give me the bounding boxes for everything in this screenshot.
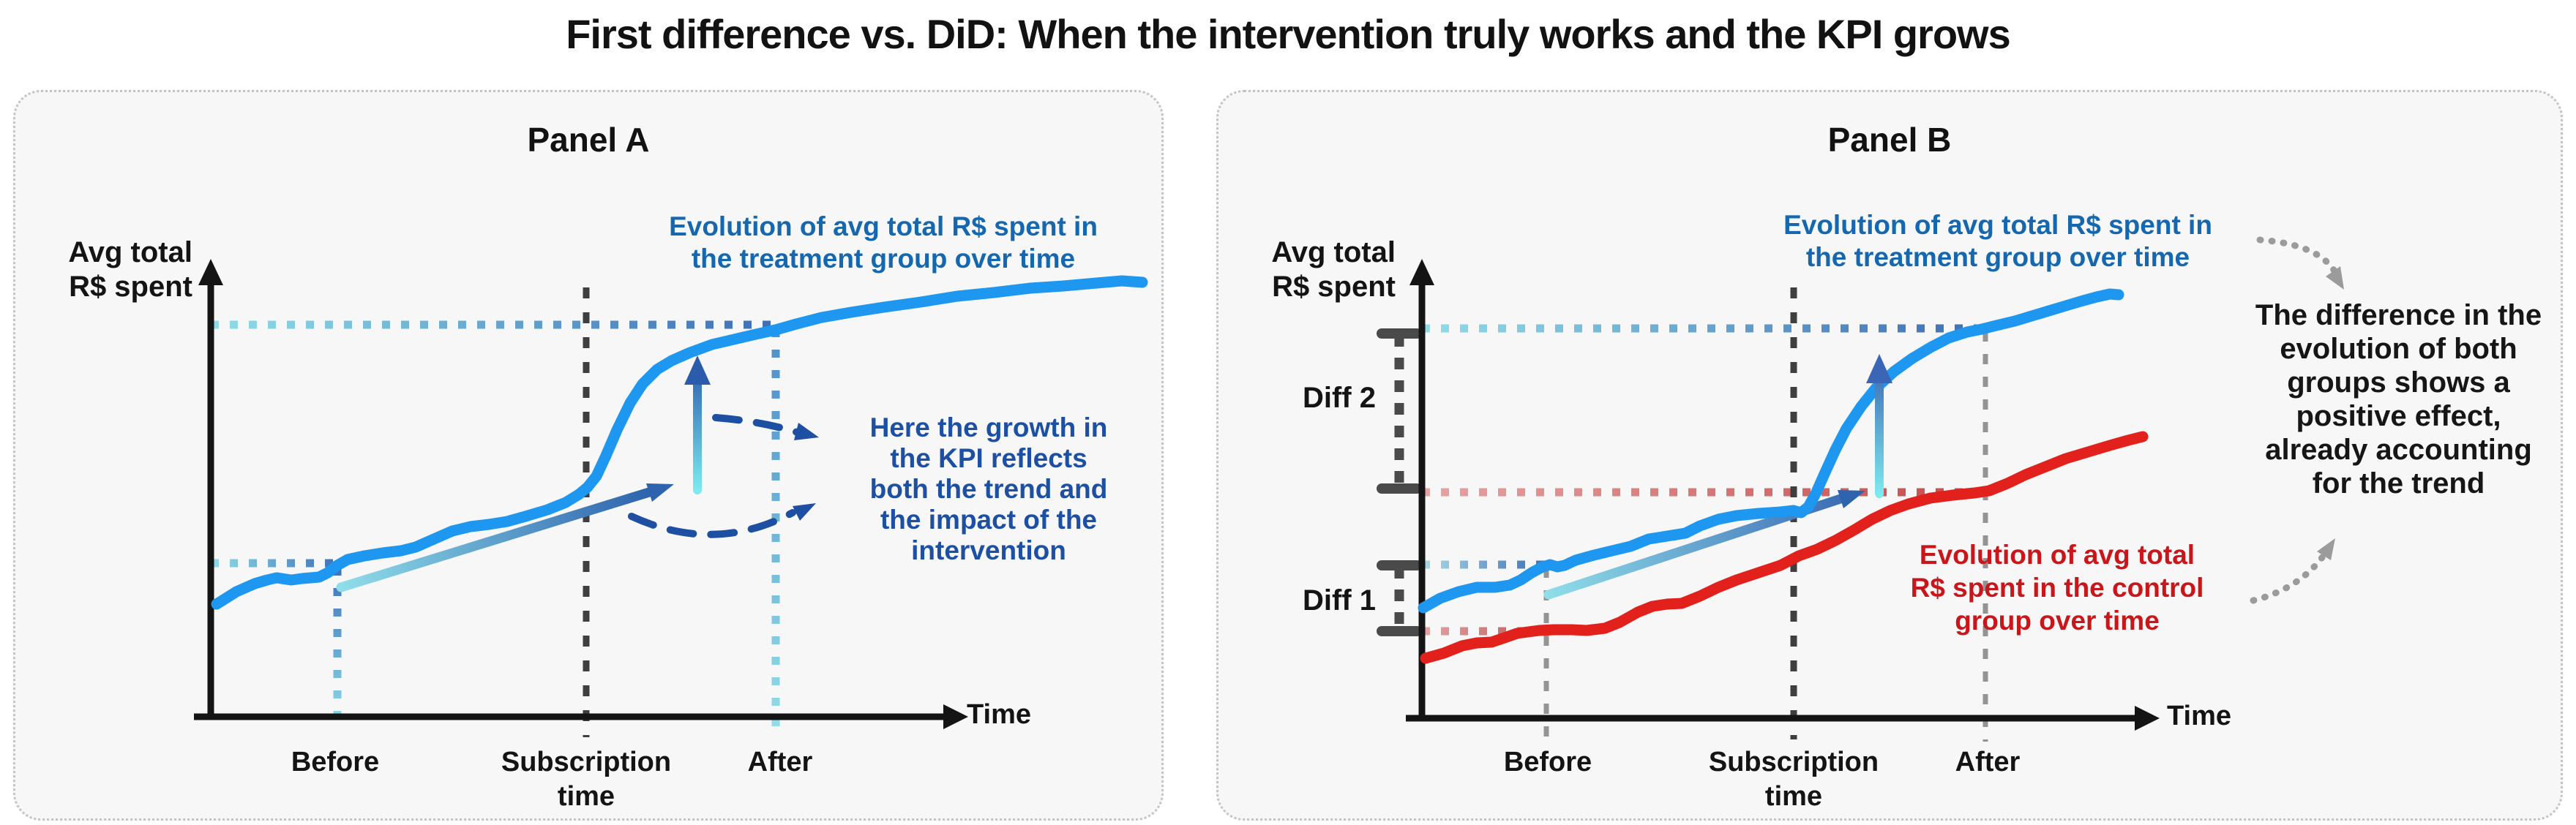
trend-arrow	[1543, 490, 1865, 600]
x-axis-arrowhead	[2135, 706, 2160, 731]
panel-b-title: Panel B	[1827, 121, 1952, 159]
treatment-note: Evolution of avg total R$ spent in the t…	[1783, 210, 2212, 272]
tick-before: Before	[1503, 747, 1592, 777]
treatment-curve	[1418, 288, 2124, 614]
tick-subscription-time: Subscription time	[1708, 747, 1879, 812]
y-axis-arrowhead	[198, 259, 223, 285]
x-axis-label: Time	[967, 699, 1032, 730]
treatment-curve	[211, 275, 1148, 610]
panel-b-chart	[1377, 236, 2344, 742]
pointer-arrowhead	[2317, 538, 2335, 560]
tick-after: After	[1955, 747, 2021, 777]
x-axis-label: Time	[2167, 701, 2232, 731]
impact-arrow	[684, 355, 711, 494]
dashed-arrowhead	[794, 423, 819, 440]
panel-a-chart	[194, 259, 1148, 737]
tick-after: After	[747, 747, 813, 777]
diff1-bracket	[1377, 560, 1422, 636]
pointer-dotted-arrows	[2250, 236, 2340, 604]
reference-dotted-lines	[1422, 287, 1988, 742]
panel-a-title: Panel A	[527, 121, 650, 159]
x-axis-arrowhead	[943, 704, 968, 729]
y-axis-label: Avg total R$ spent	[1271, 236, 1396, 303]
y-axis-label: Avg total R$ spent	[68, 236, 192, 303]
tick-before: Before	[291, 747, 380, 777]
difference-note: The difference in the evolution of both …	[2255, 299, 2542, 500]
axes	[1406, 276, 2139, 722]
treatment-note: Evolution of avg total R$ spent in the t…	[669, 211, 1098, 274]
pointer-arrowhead	[2326, 266, 2344, 290]
tick-subscription-time: Subscription time	[501, 747, 672, 812]
diff1-label: Diff 1	[1303, 584, 1376, 617]
annotation-dashed-arrows	[628, 414, 801, 538]
impact-arrow	[1866, 354, 1892, 498]
panel-b: Panel B Avg total R$ spent Time Before S…	[1216, 90, 2563, 821]
diff2-label: Diff 2	[1303, 382, 1376, 414]
y-axis-arrowhead	[1409, 259, 1434, 285]
diff2-bracket	[1377, 328, 1422, 494]
growth-note: Here the growth in the KPI reflects both…	[869, 412, 1108, 565]
trend-arrow	[336, 483, 674, 592]
dashed-arrowhead	[793, 503, 816, 521]
axes	[194, 276, 948, 720]
control-note: Evolution of avg total R$ spent in the c…	[1910, 540, 2204, 636]
page-title: First difference vs. DiD: When the inter…	[566, 11, 2011, 57]
panel-a: Panel A Avg total R$ spent Time Before S…	[13, 90, 1164, 821]
control-curve	[1420, 431, 2149, 664]
